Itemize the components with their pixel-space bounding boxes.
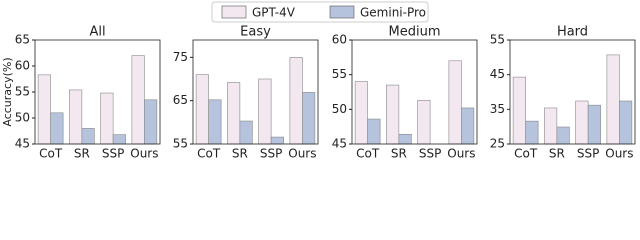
- legend-label: Gemini-Pro: [360, 6, 426, 20]
- x-tick-label: Ours: [447, 147, 475, 160]
- legend-swatch: [329, 5, 355, 19]
- chart: GPT-4V Gemini-ProAllAccuracy(%)4550556065…: [1, 1, 636, 160]
- bar: [587, 104, 601, 145]
- bar: [525, 120, 539, 145]
- bar: [398, 133, 412, 145]
- bar: [227, 82, 241, 145]
- bar: [606, 54, 620, 145]
- y-tick-label: 50: [15, 111, 30, 125]
- y-tick-label: 50: [332, 102, 347, 116]
- y-tick-label: 55: [332, 67, 347, 81]
- bar: [258, 78, 272, 145]
- y-tick-label: 55: [490, 33, 505, 47]
- bar: [544, 107, 558, 145]
- x-tick-label: SSP: [419, 147, 441, 160]
- y-tick-label: 55: [15, 85, 30, 99]
- x-tick-label: Ours: [288, 147, 316, 160]
- y-tick-label: 45: [332, 137, 347, 151]
- x-tick-label: CoT: [514, 147, 538, 160]
- subplot-title: Easy: [240, 25, 271, 40]
- y-tick-label: 65: [173, 93, 188, 107]
- x-tick-label: SSP: [260, 147, 282, 160]
- bar: [367, 118, 381, 145]
- x-tick-label: SSP: [577, 147, 599, 160]
- x-tick-label: Ours: [130, 147, 158, 160]
- legend-label: GPT-4V: [252, 6, 296, 20]
- bar: [208, 99, 222, 145]
- y-tick-label: 60: [332, 33, 347, 47]
- plot-frame: [351, 39, 478, 145]
- bar: [386, 84, 400, 145]
- x-tick-label: SR: [232, 147, 248, 160]
- bar: [448, 60, 462, 145]
- bar: [112, 134, 126, 145]
- bar: [195, 74, 209, 145]
- bar: [302, 92, 316, 145]
- bar: [50, 112, 64, 145]
- subplot-title: All: [89, 25, 105, 40]
- y-tick-label: 55: [173, 137, 188, 151]
- bar: [461, 107, 475, 145]
- bar: [619, 100, 633, 145]
- legend-box: [211, 1, 429, 23]
- y-tick-label: 65: [15, 33, 30, 47]
- subplot-title: Medium: [389, 25, 441, 40]
- x-tick-label: CoT: [356, 147, 380, 160]
- y-tick-label: 75: [173, 50, 188, 64]
- x-tick-label: CoT: [197, 147, 221, 160]
- x-tick-label: SR: [391, 147, 407, 160]
- bar: [37, 74, 51, 145]
- subplot-title: Hard: [557, 25, 588, 40]
- x-tick-label: Ours: [605, 147, 633, 160]
- bar: [81, 128, 95, 145]
- bar: [512, 76, 526, 145]
- bar: [556, 126, 570, 145]
- y-tick-label: 35: [490, 102, 505, 116]
- plot-frame: [34, 39, 161, 145]
- y-tick-label: 45: [15, 137, 30, 151]
- x-tick-label: SR: [74, 147, 90, 160]
- plot-frame: [192, 39, 319, 145]
- bar: [100, 92, 114, 145]
- bar: [144, 99, 158, 145]
- y-axis-label: Accuracy(%): [1, 57, 14, 126]
- x-tick-label: SSP: [102, 147, 124, 160]
- bar: [69, 89, 83, 145]
- y-tick-label: 45: [490, 67, 505, 81]
- bar: [417, 100, 431, 145]
- x-tick-label: CoT: [39, 147, 63, 160]
- bar: [131, 55, 145, 145]
- bar: [289, 57, 303, 145]
- bar: [239, 120, 253, 145]
- y-tick-label: 25: [490, 137, 505, 151]
- legend-swatch: [221, 5, 247, 19]
- bar: [270, 136, 284, 145]
- bar: [354, 81, 368, 145]
- bar: [575, 100, 589, 145]
- y-tick-label: 60: [15, 59, 30, 73]
- x-tick-label: SR: [549, 147, 565, 160]
- plot-frame: [509, 39, 636, 145]
